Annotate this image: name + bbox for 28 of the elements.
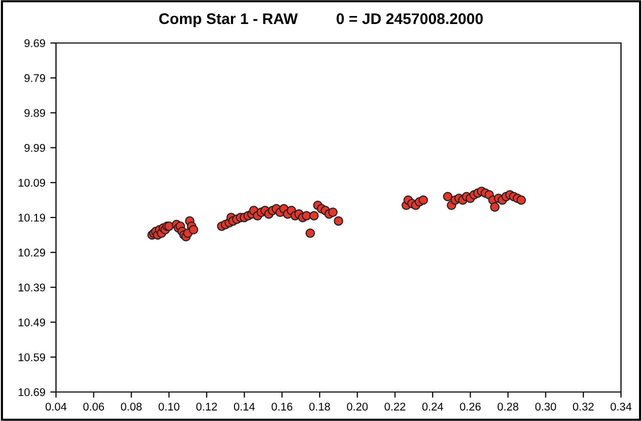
- y-tick-label: 10.69: [18, 388, 46, 396]
- y-tick-label: 10.09: [18, 178, 46, 187]
- x-tick-label: 0.24: [422, 402, 444, 411]
- y-tick-label: 10.59: [18, 353, 46, 362]
- y-tick-label: 9.69: [24, 39, 46, 48]
- x-tick-label: 0.18: [309, 402, 330, 411]
- x-tick-label: 0.34: [610, 402, 632, 411]
- chart-title: Comp Star 1 - RAW 0 = JD 2457008.2000: [159, 13, 483, 28]
- x-tick-label: 0.28: [498, 402, 518, 411]
- x-tick-label: 0.08: [120, 402, 142, 411]
- y-tick-label: 9.89: [24, 109, 46, 117]
- x-tick-label: 0.20: [346, 402, 368, 411]
- y-tick-label: 10.49: [18, 318, 46, 326]
- x-tick-label: 0.30: [535, 402, 556, 411]
- x-tick-label: 0.14: [234, 402, 255, 411]
- y-tick-label: 10.39: [18, 284, 46, 292]
- x-tick-label: 0.06: [83, 402, 104, 411]
- x-tick-label: 0.32: [572, 402, 594, 411]
- y-tick-label: 10.19: [18, 214, 46, 222]
- y-tick-label: 9.99: [24, 144, 46, 152]
- x-tick-label: 0.26: [460, 402, 481, 411]
- x-tick-label: 0.10: [158, 402, 180, 411]
- x-tick-label: 0.22: [384, 402, 406, 411]
- x-tick-label: 0.16: [272, 402, 292, 411]
- y-tick-label: 10.29: [18, 248, 46, 257]
- x-tick-label: 0.04: [46, 402, 66, 411]
- x-tick-label: 0.12: [196, 402, 217, 411]
- y-tick-label: 9.79: [24, 74, 46, 82]
